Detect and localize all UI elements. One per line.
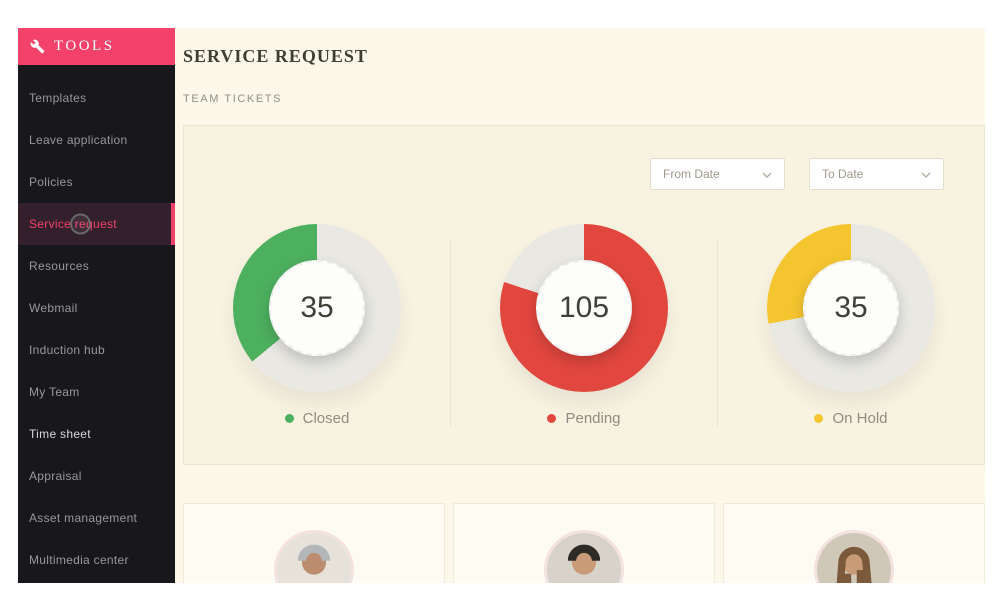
member-card[interactable] (183, 503, 445, 583)
sidebar-item-label: Appraisal (29, 469, 82, 483)
legend-closed: Closed (284, 410, 350, 427)
legend-label: Closed (302, 410, 350, 427)
gauge-value: 35 (300, 291, 334, 324)
sidebar-item-label: Time sheet (29, 427, 91, 441)
donut-chart-closed: 35 (233, 224, 401, 392)
sidebar: TOOLS Templates Leave application Polici… (18, 28, 175, 583)
avatar-female-long-hair (814, 530, 894, 583)
donut-chart-on-hold: 35 (767, 224, 935, 392)
sidebar-item-service-request[interactable]: Service request (18, 203, 175, 245)
date-filters: From Date To Date (650, 158, 944, 190)
sidebar-item-templates[interactable]: Templates (18, 77, 175, 119)
chevron-down-icon (762, 165, 772, 183)
sidebar-item-label: Resources (29, 259, 90, 273)
sidebar-item-label: Induction hub (29, 343, 105, 357)
app-window: TOOLS Templates Leave application Polici… (18, 28, 985, 583)
donut-center: 105 (536, 260, 632, 356)
team-member-cards (183, 503, 985, 583)
gauge-column-closed: 35 Closed (184, 224, 450, 427)
sidebar-item-label: Leave application (29, 133, 128, 147)
donut-chart-pending: 105 (500, 224, 668, 392)
legend-on-hold: On Hold (814, 410, 888, 427)
sidebar-item-asset-management[interactable]: Asset management (18, 497, 175, 539)
sidebar-item-time-sheet[interactable]: Time sheet (18, 413, 175, 455)
wrench-icon (30, 39, 45, 54)
sidebar-item-induction-hub[interactable]: Induction hub (18, 329, 175, 371)
legend-label: On Hold (832, 410, 888, 427)
section-subtitle: TEAM TICKETS (183, 93, 283, 105)
donut-charts-row: 35 Closed 105 (184, 224, 984, 427)
sidebar-item-label: Multimedia center (29, 553, 129, 567)
click-cursor-indicator (70, 213, 91, 235)
legend-dot (284, 414, 294, 423)
sidebar-item-webmail[interactable]: Webmail (18, 287, 175, 329)
sidebar-item-resources[interactable]: Resources (18, 245, 175, 287)
to-date-select[interactable]: To Date (809, 158, 944, 190)
sidebar-item-label: Asset management (29, 511, 138, 525)
donut-center: 35 (803, 260, 899, 356)
gauge-value: 105 (558, 291, 610, 324)
avatar-male-dark-hair (544, 530, 624, 583)
sidebar-item-my-team[interactable]: My Team (18, 371, 175, 413)
sidebar-item-label: Templates (29, 91, 87, 105)
legend-pending: Pending (547, 410, 621, 427)
avatar-male-gray-hair (274, 530, 354, 583)
sidebar-item-leave-application[interactable]: Leave application (18, 119, 175, 161)
sidebar-nav: Templates Leave application Policies Ser… (18, 65, 175, 581)
from-date-label: From Date (663, 167, 720, 181)
sidebar-item-label: Policies (29, 175, 73, 189)
from-date-select[interactable]: From Date (650, 158, 785, 190)
donut-center: 35 (269, 260, 365, 356)
sidebar-item-label: Webmail (29, 301, 78, 315)
main-content: SERVICE REQUEST TEAM TICKETS From Date T… (175, 28, 985, 583)
legend-label: Pending (565, 410, 621, 427)
legend-dot (814, 414, 824, 423)
to-date-label: To Date (822, 167, 864, 181)
sidebar-item-policies[interactable]: Policies (18, 161, 175, 203)
gauge-value: 35 (834, 291, 868, 324)
chevron-down-icon (921, 165, 931, 183)
sidebar-item-label: My Team (29, 385, 80, 399)
sidebar-app-title: TOOLS (54, 38, 115, 54)
gauge-column-pending: 105 Pending (450, 224, 717, 427)
team-tickets-card: From Date To Date 35 (183, 125, 985, 465)
sidebar-item-multimedia-center[interactable]: Multimedia center (18, 539, 175, 581)
member-card[interactable] (453, 503, 715, 583)
sidebar-item-appraisal[interactable]: Appraisal (18, 455, 175, 497)
page-title: SERVICE REQUEST (183, 46, 368, 66)
legend-dot (547, 414, 557, 423)
member-card[interactable] (723, 503, 985, 583)
sidebar-header: TOOLS (18, 28, 175, 65)
gauge-column-on-hold: 35 On Hold (717, 224, 984, 427)
